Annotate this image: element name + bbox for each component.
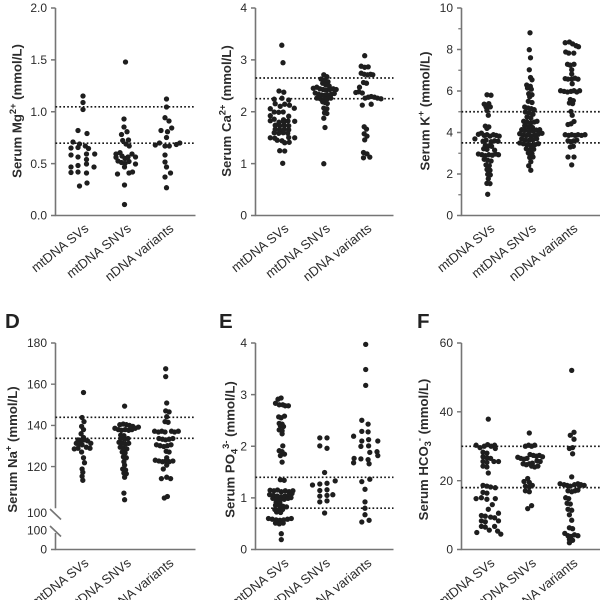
svg-text:1: 1: [240, 157, 247, 171]
svg-text:2: 2: [446, 167, 453, 181]
svg-text:E: E: [219, 310, 233, 333]
svg-text:6: 6: [446, 84, 453, 98]
svg-text:180: 180: [27, 336, 47, 350]
svg-text:60: 60: [440, 336, 454, 350]
svg-text:Serum Ca2+ (mmol/L): Serum Ca2+ (mmol/L): [218, 45, 235, 177]
svg-text:0: 0: [446, 543, 453, 557]
svg-text:100: 100: [27, 524, 47, 538]
svg-text:Serum PO43- (mmol/L): Serum PO43- (mmol/L): [221, 381, 240, 518]
svg-text:0: 0: [240, 209, 247, 223]
svg-text:0: 0: [40, 543, 47, 557]
svg-text:10: 10: [440, 1, 454, 15]
svg-text:D: D: [5, 310, 20, 333]
svg-text:Serum Mg2+ (mmol/L): Serum Mg2+ (mmol/L): [8, 44, 25, 178]
svg-text:Serum HCO3- (mmol/L): Serum HCO3- (mmol/L): [415, 379, 434, 521]
svg-text:4: 4: [446, 126, 453, 140]
svg-text:3: 3: [240, 388, 247, 402]
svg-text:2.0: 2.0: [30, 1, 47, 15]
svg-text:1.0: 1.0: [30, 105, 47, 119]
svg-text:160: 160: [27, 377, 47, 391]
svg-text:4: 4: [240, 1, 247, 15]
svg-text:F: F: [417, 310, 430, 333]
svg-text:1: 1: [240, 491, 247, 505]
svg-text:8: 8: [446, 43, 453, 57]
svg-text:2: 2: [240, 439, 247, 453]
svg-text:0.5: 0.5: [30, 157, 47, 171]
svg-text:4: 4: [240, 336, 247, 350]
svg-text:0: 0: [446, 209, 453, 223]
svg-text:20: 20: [440, 474, 454, 488]
svg-text:100: 100: [27, 506, 47, 520]
svg-text:120: 120: [27, 460, 47, 474]
svg-text:Serum K+ (mmol/L): Serum K+ (mmol/L): [416, 51, 433, 170]
svg-text:1.5: 1.5: [30, 53, 47, 67]
svg-text:Serum Na+ (mmol/L): Serum Na+ (mmol/L): [4, 386, 21, 512]
svg-text:0: 0: [240, 543, 247, 557]
svg-text:3: 3: [240, 53, 247, 67]
svg-text:0.0: 0.0: [30, 209, 47, 223]
svg-text:40: 40: [440, 405, 454, 419]
svg-text:2: 2: [240, 105, 247, 119]
svg-text:140: 140: [27, 419, 47, 433]
